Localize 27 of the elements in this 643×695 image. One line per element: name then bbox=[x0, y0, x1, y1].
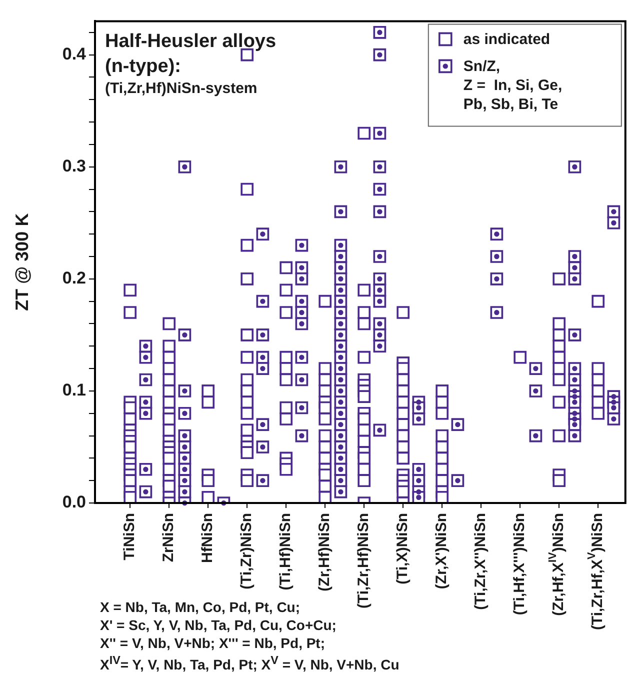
x-tick-label: ZrNiSn bbox=[160, 512, 178, 562]
text: X'' = V, Nb, V+Nb; X''' = Nb, Pd, Pt; bbox=[100, 634, 326, 652]
y-tick-label: 0.3 bbox=[62, 156, 86, 176]
y-tick-label: 0.0 bbox=[62, 492, 86, 512]
text: X$^{IV}$= Y, V, Nb, Ta, Pd, Pt; X$^{V}$ = V, Nb, V+Nb, Cu bbox=[100, 653, 400, 674]
x-tick-label: (Ti,Zr,X'')NiSn bbox=[472, 512, 490, 610]
x-tick-label: (Ti,Zr,Hf)NiSn bbox=[355, 512, 372, 609]
x-tick-label: (Ti,Zr)NiSn bbox=[238, 512, 256, 590]
y-axis-title: ZT @ 300 K bbox=[12, 213, 32, 311]
y-tick-label: 0.4 bbox=[62, 44, 87, 64]
x-tick-label: (Ti,X)NiSn bbox=[394, 513, 412, 584]
text: Half-Heusler alloys (n-type): bbox=[105, 31, 276, 78]
x-tick-label: (Zr,Hf,XIV)NiSn bbox=[547, 512, 568, 616]
text: X' = Sc, Y, V, Nb, Ta, Pd, Cu, Co+Cu; bbox=[100, 616, 338, 634]
x-tick-label: (Zr,Hf)NiSn bbox=[316, 512, 334, 592]
text: X = Nb, Ta, Mn, Co, Pd, Pt, Cu; bbox=[100, 599, 300, 615]
x-tick-label: (Ti,Zr,Hf,XV)NiSn bbox=[586, 512, 606, 630]
x-tick-label: HfNiSn bbox=[199, 512, 216, 563]
legend-label: as indicated bbox=[463, 31, 550, 48]
text: (Ti,Zr,Hf)NiSn-system bbox=[105, 80, 258, 98]
x-tick-label: (Zr,X')NiSn bbox=[433, 512, 450, 590]
legend-label: Sn/Z, Z = In, Si, Ge, Pb, Sb, Bi, Te bbox=[463, 58, 562, 114]
x-tick-label: (Ti,Hf)NiSn bbox=[277, 512, 294, 590]
x-tick-label: (Ti,Hf,X''')NiSn bbox=[511, 512, 528, 616]
y-tick-label: 0.2 bbox=[62, 268, 86, 288]
x-tick-label: TiNiSn bbox=[121, 512, 138, 560]
y-tick-label: 0.1 bbox=[62, 380, 86, 400]
